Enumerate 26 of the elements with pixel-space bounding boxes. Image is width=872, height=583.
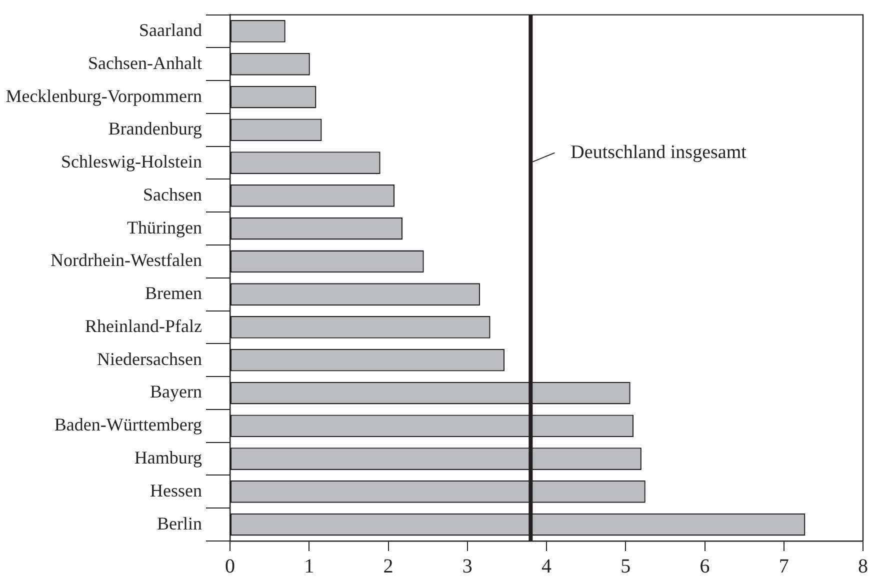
y-tick-label: Nordrhein-Westfalen	[50, 250, 202, 270]
y-tick-label: Berlin	[157, 513, 202, 534]
y-tick-label: Saarland	[139, 20, 202, 40]
y-tick-label: Brandenburg	[108, 118, 202, 139]
x-tick-label: 3	[462, 555, 472, 578]
x-tick-label: 8	[858, 555, 868, 578]
ref-line-label: Deutschland insgesamt	[570, 142, 748, 163]
y-tick-label: Hamburg	[134, 448, 202, 468]
x-tick-label: 2	[383, 555, 394, 578]
y-tick-label: Mecklenburg-Vorpommern	[6, 86, 202, 106]
y-tick-label: Hessen	[150, 480, 202, 500]
x-tick-label: 4	[542, 555, 552, 578]
x-tick-label: 7	[778, 555, 789, 578]
x-tick-label: 0	[225, 555, 235, 578]
x-tick-label: 1	[304, 555, 314, 578]
y-tick-label: Bayern	[150, 382, 202, 402]
y-tick-label: Niedersachsen	[97, 348, 202, 369]
y-tick-label: Bremen	[145, 283, 202, 304]
y-tick-label: Sachsen	[143, 184, 202, 204]
x-tick-label: 6	[700, 555, 710, 578]
y-tick-label: Schleswig-Holstein	[61, 152, 202, 172]
y-tick-label: Thüringen	[127, 217, 202, 238]
y-tick-label: Rheinland-Pfalz	[85, 316, 202, 336]
x-tick-label: 5	[620, 555, 631, 578]
y-tick-label: Sachsen-Anhalt	[88, 52, 202, 73]
y-tick-label: Baden-Württemberg	[54, 414, 202, 435]
